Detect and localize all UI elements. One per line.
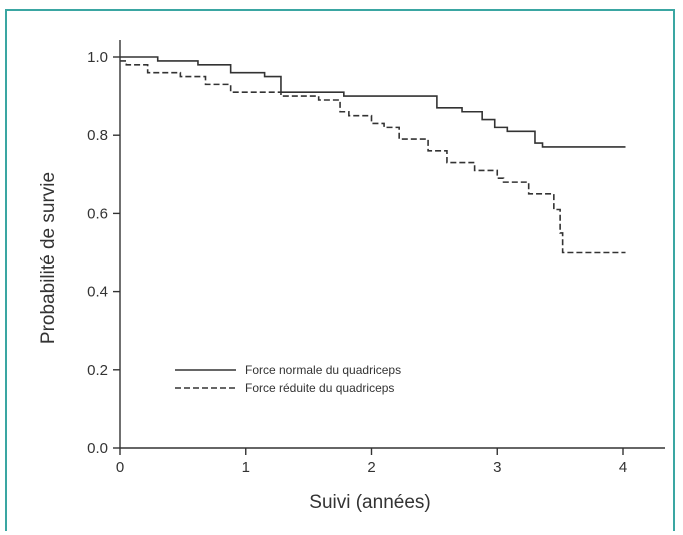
- x-tick-label: 4: [619, 459, 627, 476]
- series-line-normal: [120, 56, 626, 148]
- chart-frame: [5, 9, 675, 531]
- x-tick-label: 0: [116, 459, 124, 476]
- axes: [119, 40, 665, 449]
- x-tick-label: 3: [493, 459, 501, 476]
- legend-label-reduced: Force réduite du quadriceps: [245, 381, 394, 395]
- series-lines: [120, 56, 626, 254]
- y-axis-title: Probabilité de survie: [38, 172, 59, 344]
- legend-label-normal: Force normale du quadriceps: [245, 363, 401, 377]
- y-tick-label: 0.4: [87, 284, 108, 301]
- ticks: 0 1 2 3 4 0.0 0.2 0.4 0.6 0.8 1.0: [87, 49, 627, 476]
- legend: Force normale du quadriceps Force réduit…: [175, 363, 401, 395]
- y-tick-label: 0.8: [87, 127, 108, 144]
- y-tick-label: 0.0: [87, 440, 108, 457]
- y-tick-label: 0.6: [87, 205, 108, 222]
- x-tick-label: 1: [242, 459, 250, 476]
- x-axis-title: Suivi (années): [309, 492, 430, 513]
- series-line-reduced: [120, 60, 626, 254]
- y-tick-label: 0.2: [87, 362, 108, 379]
- y-tick-label: 1.0: [87, 49, 108, 66]
- x-tick-label: 2: [367, 459, 375, 476]
